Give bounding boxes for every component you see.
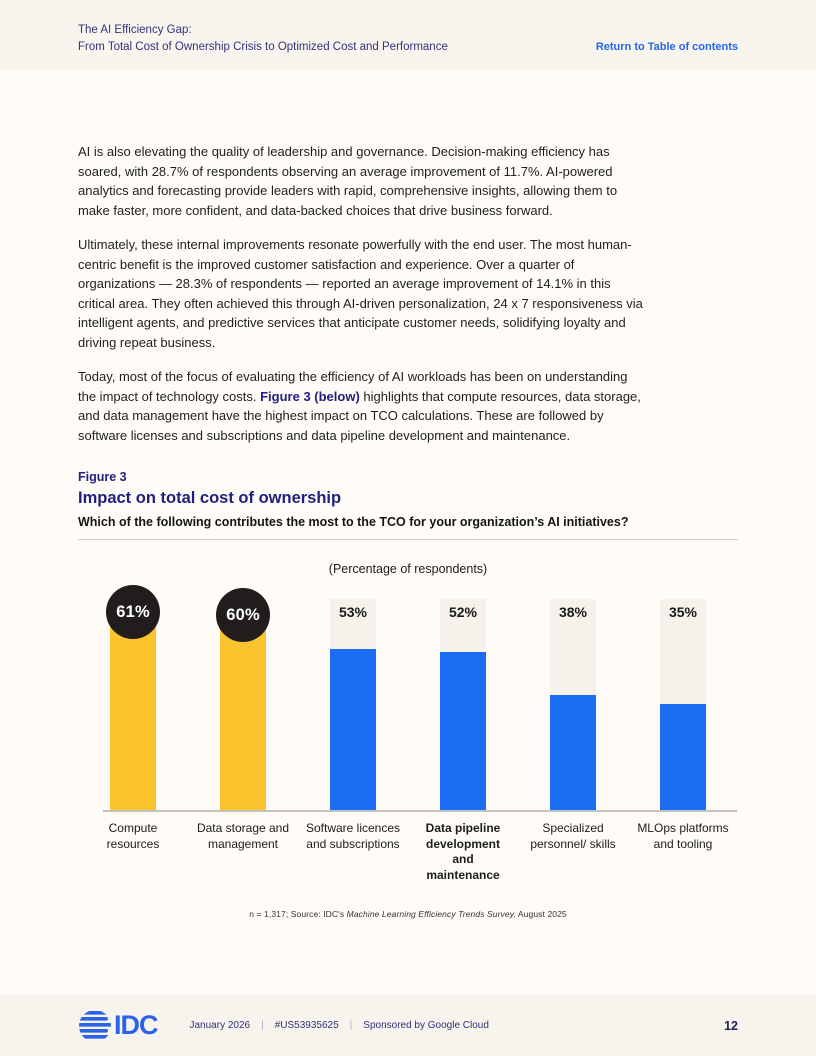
report-title-line1: The AI Efficiency Gap: xyxy=(78,23,192,36)
paragraph-leadership: AI is also elevating the quality of lead… xyxy=(78,144,618,218)
category-label: Software licences and subscriptions xyxy=(305,821,401,851)
page-number: 12 xyxy=(724,1018,738,1033)
report-title: The AI Efficiency Gap: From Total Cost o… xyxy=(78,22,448,57)
figure-title: Impact on total cost of ownership xyxy=(78,489,342,507)
page-header: The AI Efficiency Gap: From Total Cost o… xyxy=(0,0,816,70)
bar-value: 38% xyxy=(558,604,588,620)
source-suffix: August 2025 xyxy=(515,909,567,919)
bar-value: 60% xyxy=(226,605,260,624)
footer-separator: | xyxy=(349,1020,353,1031)
chart-unit-note: (Percentage of respondents) xyxy=(328,562,488,576)
idc-globe-icon xyxy=(79,1010,111,1039)
paragraph-tco-after: highlights that compute resources, data … xyxy=(78,388,641,443)
bar-fill xyxy=(110,624,156,811)
paragraph-tco-before: Today, most of the focus of evaluating t… xyxy=(78,369,628,404)
figure-subtitle: Which of the following contributes the m… xyxy=(78,515,629,529)
footer-date: January 2026 xyxy=(189,1020,251,1031)
bar-value: 52% xyxy=(448,604,478,620)
bar-column-software-licences: 53% xyxy=(298,584,408,811)
chart-category-labels: Compute resources Data storage and manag… xyxy=(78,821,738,883)
bar-column-specialized-personnel: 38% xyxy=(518,584,628,811)
value-badge: 61% xyxy=(106,585,160,639)
category-label: Data pipeline development and maintenanc… xyxy=(425,821,501,882)
figure-divider xyxy=(78,539,738,540)
bar-value: 53% xyxy=(338,604,368,620)
category-label: Compute resources xyxy=(106,821,160,851)
paragraph-customer: Ultimately, these internal improvements … xyxy=(78,237,643,350)
category-label: MLOps platforms and tooling xyxy=(637,821,729,851)
idc-logo: IDC xyxy=(78,1009,158,1043)
chart-baseline xyxy=(103,810,737,812)
bar-fill xyxy=(330,649,376,811)
bar-value: 35% xyxy=(668,604,698,620)
bar-value: 61% xyxy=(116,602,150,621)
bar-column-mlops: 35% xyxy=(628,584,738,811)
bar-fill xyxy=(660,704,706,811)
footer-doc-id: #US53935625 xyxy=(274,1020,339,1031)
paragraph-tco: Today, most of the focus of evaluating t… xyxy=(78,367,646,445)
bar-column-data-storage: 60% xyxy=(188,584,298,811)
footer-meta: January 2026 | #US53935625 | Sponsored b… xyxy=(190,1020,489,1031)
bar-fill xyxy=(220,627,266,811)
footer-separator: | xyxy=(261,1020,264,1031)
source-prefix: n = 1,317; Source: IDC's xyxy=(249,909,347,919)
value-badge: 60% xyxy=(216,588,270,642)
report-title-line2: From Total Cost of Ownership Crisis to O… xyxy=(78,41,448,53)
bar-column-compute-resources: 61% xyxy=(78,584,188,811)
body-copy: AI is also elevating the quality of lead… xyxy=(78,142,646,445)
figure-3-reference-link[interactable]: Figure 3 (below) xyxy=(260,388,360,404)
page-content: AI is also elevating the quality of lead… xyxy=(0,70,816,995)
bar-chart: 61% 60% 53% 52% 38% xyxy=(78,584,738,812)
bar-fill xyxy=(550,695,596,811)
category-label: Specialized personnel/ skills xyxy=(530,821,616,851)
idc-logo-text: IDC xyxy=(114,1010,158,1040)
source-survey-name: Machine Learning Efficiency Trends Surve… xyxy=(346,909,516,919)
category-label: Data storage and management xyxy=(196,821,290,851)
bar-fill xyxy=(440,652,486,811)
return-to-toc-link[interactable]: Return to Table of contents xyxy=(595,41,738,53)
page-footer: IDC January 2026 | #US53935625 | Sponsor… xyxy=(0,995,816,1056)
footer-sponsor: Sponsored by Google Cloud xyxy=(363,1020,489,1031)
figure-label: Figure 3 xyxy=(78,470,127,484)
figure-header: Figure 3 Impact on total cost of ownersh… xyxy=(78,470,738,540)
bar-column-data-pipeline: 52% xyxy=(408,584,518,811)
chart-source-note: n = 1,317; Source: IDC's Machine Learnin… xyxy=(78,909,738,919)
